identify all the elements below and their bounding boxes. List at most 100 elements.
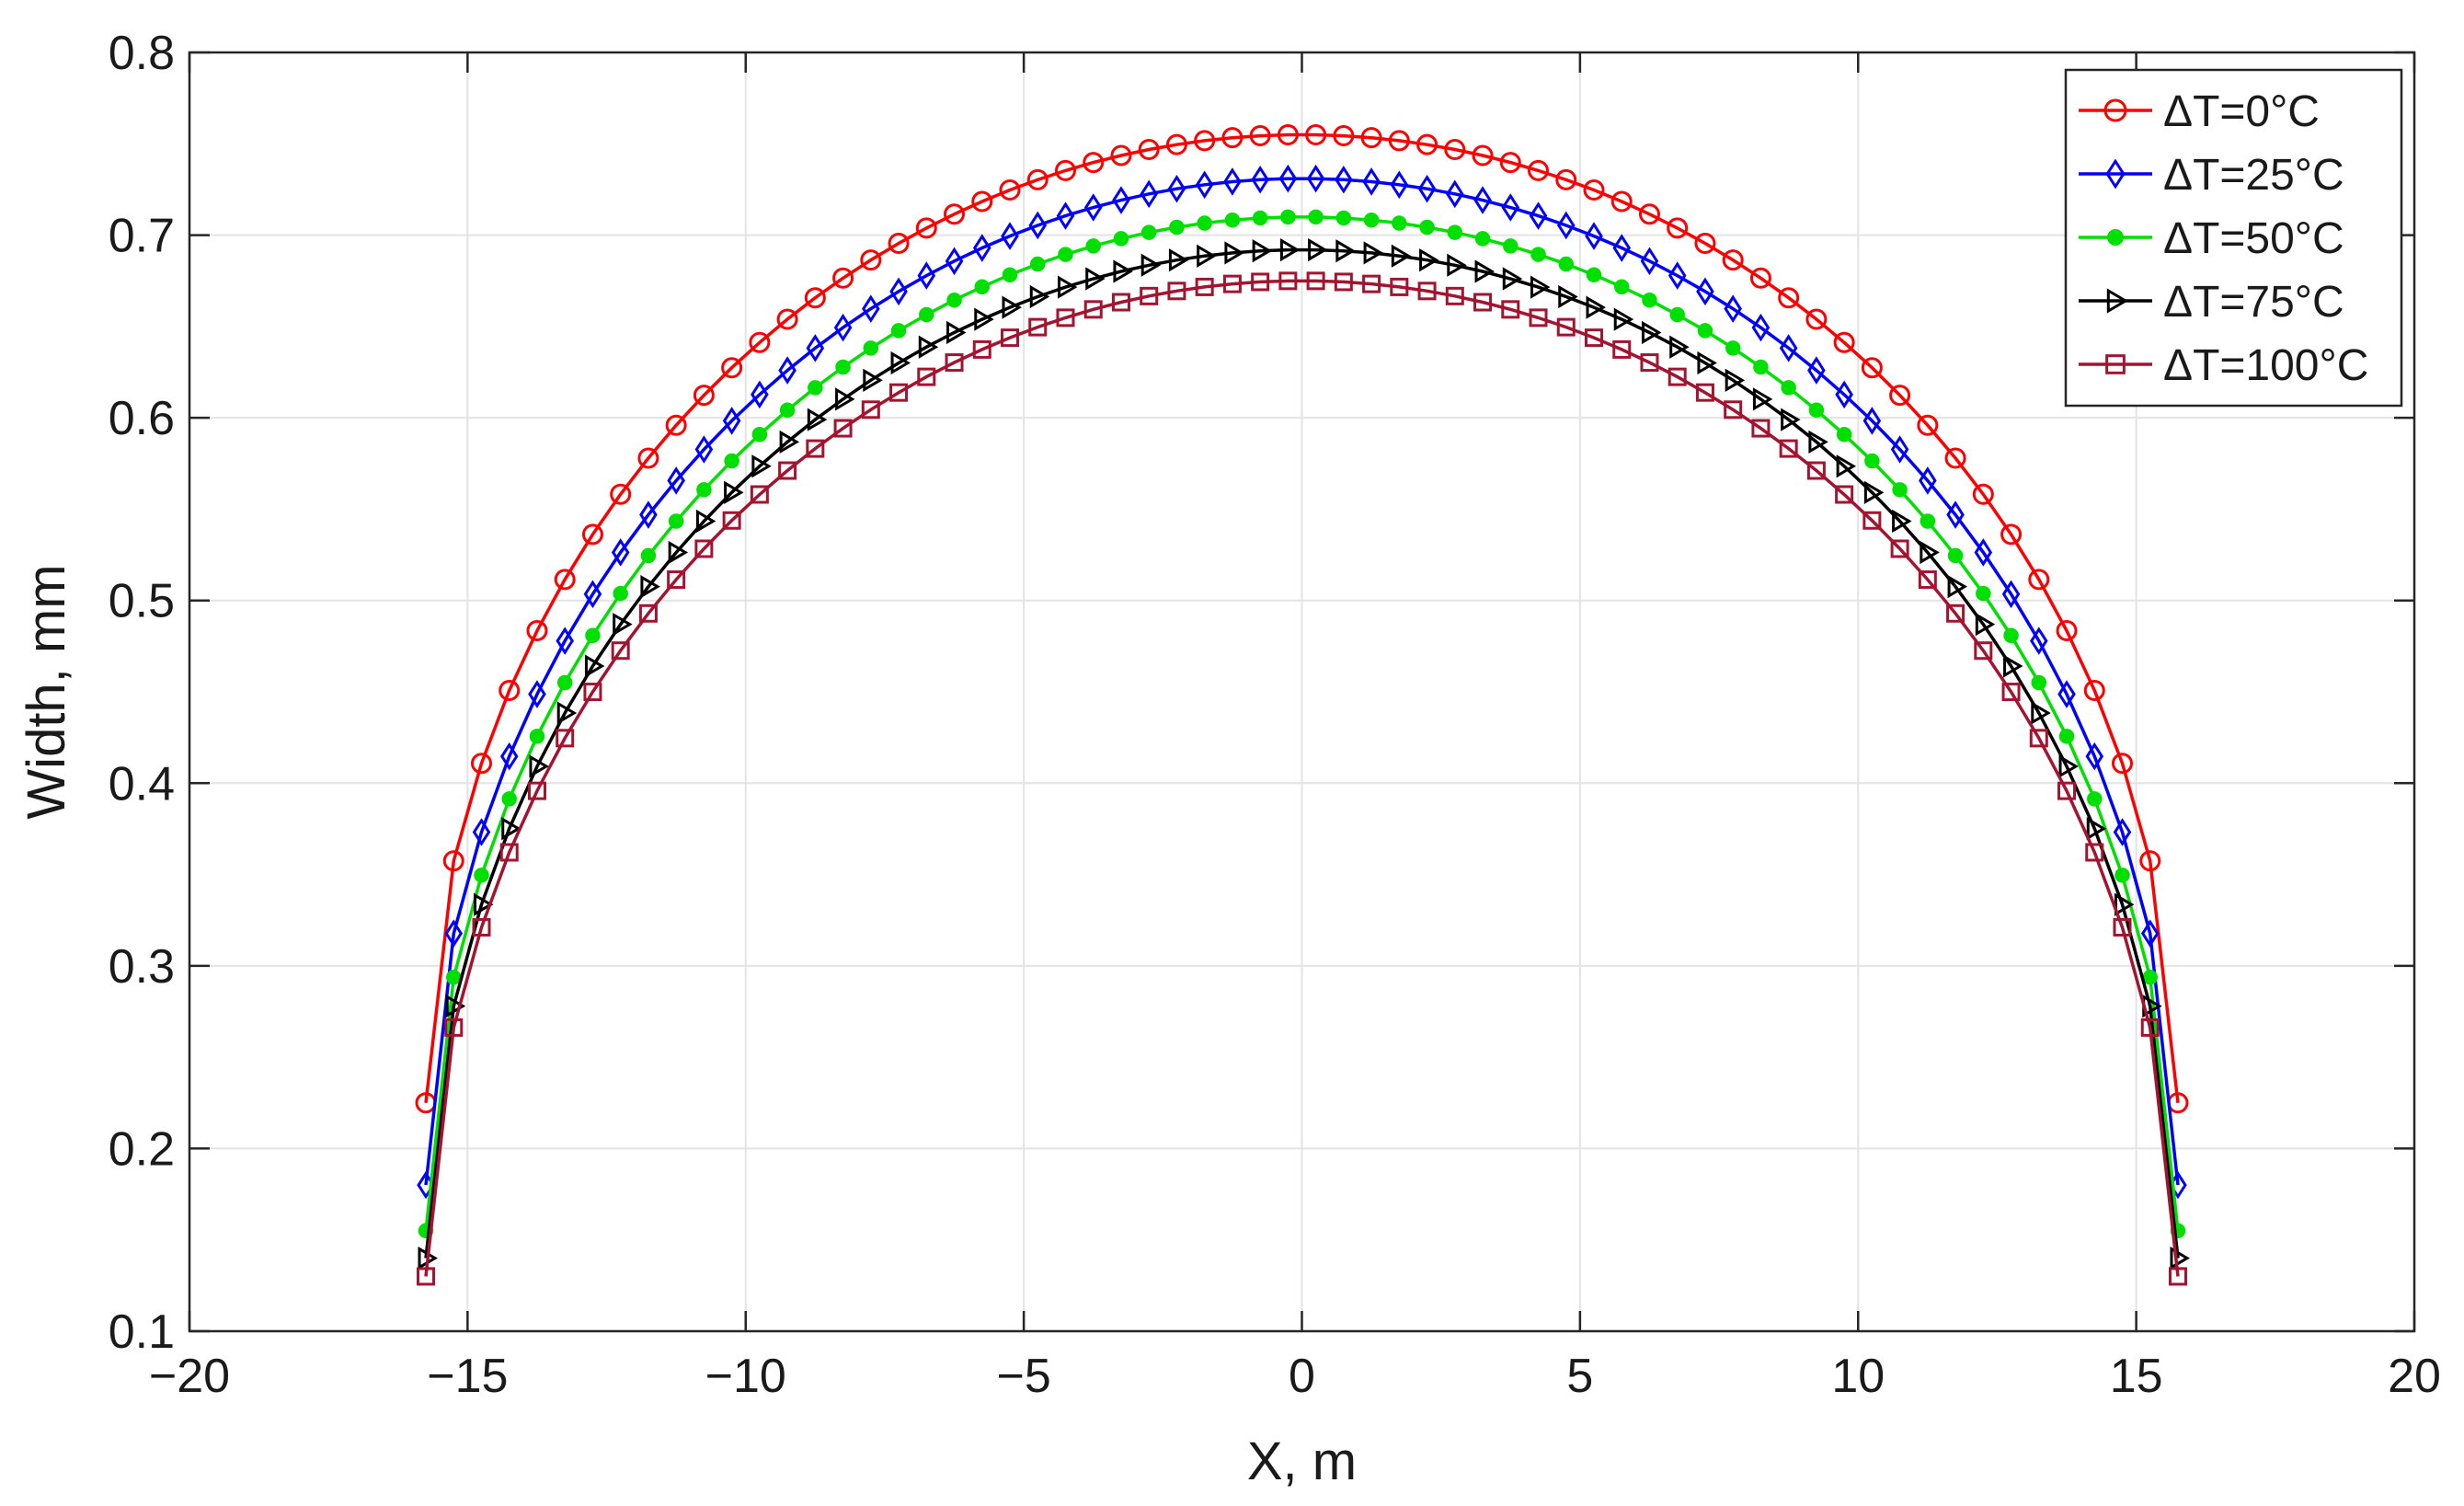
data-point <box>1862 511 1882 530</box>
data-point <box>918 335 939 359</box>
data-point <box>1335 239 1356 263</box>
data-point <box>1974 641 1993 661</box>
data-point <box>1085 267 1106 291</box>
data-point <box>722 407 741 435</box>
data-point <box>694 435 714 464</box>
data-point <box>1974 538 1993 567</box>
data-point <box>1667 217 1689 239</box>
data-point <box>776 308 798 330</box>
data-point <box>1555 168 1577 190</box>
data-point <box>1278 271 1298 291</box>
data-point <box>2087 791 2103 807</box>
x-axis-label: X, m <box>1247 1431 1357 1491</box>
data-point <box>945 247 964 276</box>
data-point <box>1002 267 1018 282</box>
data-point <box>1529 308 1548 328</box>
data-point <box>2003 654 2023 678</box>
data-point <box>863 340 879 356</box>
data-point <box>2086 817 2107 841</box>
data-point <box>417 1267 436 1286</box>
data-point <box>1308 209 1324 225</box>
data-point <box>2031 701 2051 725</box>
data-point <box>1085 238 1101 254</box>
data-point <box>1586 295 1606 319</box>
data-point <box>667 570 686 590</box>
legend-label: ΔT=50°C <box>2163 214 2344 263</box>
data-point <box>1694 232 1716 254</box>
data-point <box>1892 482 1908 498</box>
data-point <box>1473 293 1493 312</box>
data-point <box>1447 224 1463 240</box>
data-point <box>472 818 491 846</box>
data-point <box>1388 130 1410 152</box>
data-point <box>581 523 603 546</box>
data-point <box>1391 244 1412 268</box>
x-tick-label: 15 <box>2110 1350 2163 1403</box>
data-point <box>832 267 854 289</box>
data-point <box>1833 331 1855 353</box>
data-point <box>1308 237 1328 262</box>
legend-label: ΔT=25°C <box>2163 151 2344 200</box>
data-point <box>472 917 491 937</box>
data-point <box>779 430 800 454</box>
data-point <box>528 680 546 708</box>
series-line <box>424 177 2180 1186</box>
data-point <box>2112 753 2134 775</box>
data-point <box>2056 620 2078 642</box>
data-point <box>2083 680 2105 702</box>
data-point <box>833 313 853 342</box>
data-point <box>1972 483 1994 505</box>
data-point <box>2028 569 2050 591</box>
data-point <box>529 754 549 778</box>
data-point <box>724 480 744 504</box>
data-point <box>1944 447 1966 469</box>
data-point <box>499 843 519 862</box>
data-point <box>638 604 658 623</box>
data-point <box>1669 335 1690 359</box>
data-point <box>1889 385 1911 407</box>
data-point <box>1920 513 1936 529</box>
data-point <box>2000 523 2023 546</box>
data-point <box>1001 328 1020 348</box>
data-point <box>2114 868 2130 883</box>
data-point <box>1806 461 1826 480</box>
x-tick-label: −20 <box>149 1350 230 1403</box>
data-point <box>721 357 743 379</box>
data-point <box>693 385 715 407</box>
data-point <box>1781 380 1796 396</box>
data-point <box>1335 165 1353 194</box>
data-point <box>1807 356 1826 385</box>
data-point <box>1195 170 1214 200</box>
data-point <box>556 729 575 748</box>
data-point <box>1251 165 1269 194</box>
data-point <box>806 334 825 362</box>
data-point <box>1583 179 1605 201</box>
data-point <box>1113 231 1129 247</box>
data-point <box>444 919 464 948</box>
data-point <box>526 620 548 642</box>
data-point <box>665 414 687 436</box>
data-point <box>1167 282 1186 301</box>
y-tick-label: 0.6 <box>109 392 175 445</box>
y-tick-label: 0.5 <box>109 575 175 628</box>
data-point <box>1751 313 1771 342</box>
data-point <box>778 356 797 385</box>
data-point <box>1056 201 1075 230</box>
data-point <box>919 306 934 323</box>
data-point <box>1558 284 1578 309</box>
data-point <box>890 351 911 375</box>
data-point <box>862 294 880 323</box>
y-axis-label: Width, mm <box>17 564 76 819</box>
data-point <box>945 353 964 373</box>
data-point <box>445 994 466 1018</box>
data-point <box>1835 485 1854 504</box>
series-4 <box>417 271 2187 1286</box>
data-point <box>1419 248 1439 272</box>
data-point <box>1695 383 1714 402</box>
data-point <box>1499 152 1521 174</box>
x-tick-label: −10 <box>705 1350 786 1403</box>
data-point <box>499 742 519 771</box>
data-point <box>860 249 882 271</box>
data-point <box>1056 308 1075 328</box>
data-point <box>1306 164 1325 193</box>
